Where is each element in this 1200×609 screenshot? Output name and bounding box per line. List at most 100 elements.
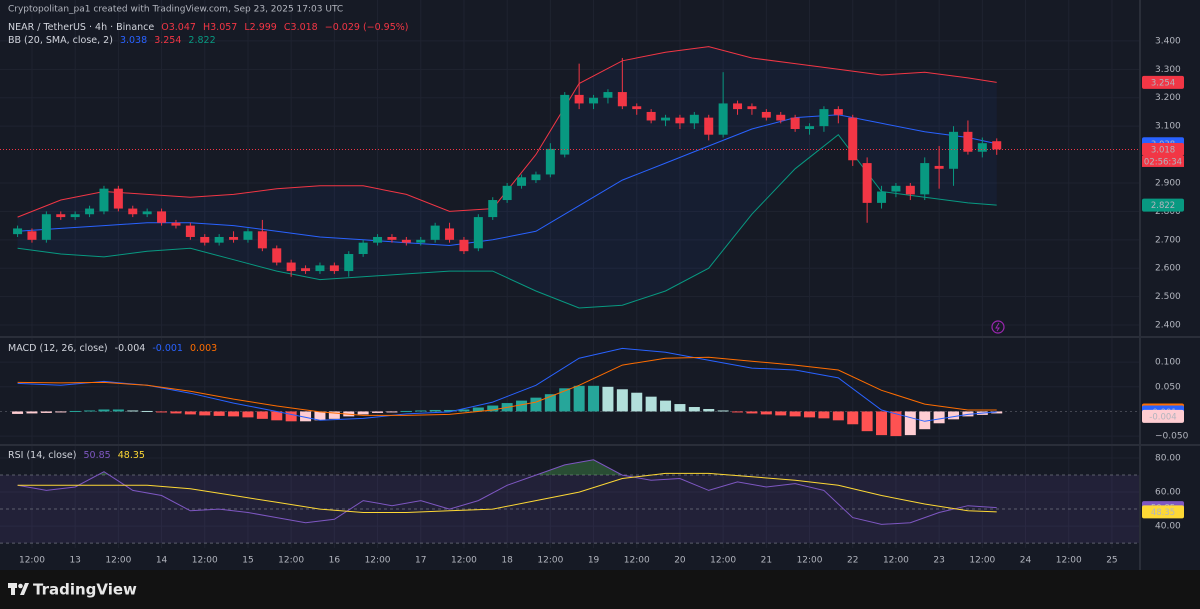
x-tick-label: 12:00 (192, 556, 218, 566)
x-tick-label: 23 (933, 556, 944, 566)
y-tick-label: 2.800 (1155, 207, 1181, 217)
candle-body (387, 236, 397, 240)
candle-body (574, 94, 584, 104)
histogram-bar (775, 411, 787, 416)
histogram-bar (98, 409, 110, 412)
y-tick-label: 2.900 (1155, 178, 1181, 188)
bb-upper-line (17, 46, 997, 218)
countdown: 02:56:34 (1144, 157, 1182, 167)
candle-body (632, 106, 642, 110)
x-tick-label: 14 (156, 556, 168, 566)
y-tick-label: 0.100 (1155, 358, 1181, 368)
bb-upper-value: 3.254 (154, 35, 181, 46)
x-tick-label: 24 (1020, 556, 1032, 566)
candle-body (85, 208, 95, 215)
rsi-ma-tag: 48.35 (1151, 508, 1175, 518)
candle-body (517, 177, 527, 186)
macd-value: -0.001 (152, 343, 183, 354)
x-tick-label: 21 (761, 556, 772, 566)
histogram-bar (156, 411, 168, 413)
credit: Cryptopolitan_pa1 created with TradingVi… (8, 5, 343, 15)
x-tick-label: 12:00 (797, 556, 823, 566)
bb-upper-tag-bg (1142, 75, 1184, 89)
alert-icon-bolt (995, 322, 1000, 332)
candle-body (704, 117, 714, 135)
histogram-bar (429, 409, 441, 412)
candle-body (833, 109, 843, 115)
histogram-bar (242, 411, 254, 418)
brand: TradingView (33, 581, 137, 599)
histogram-bar (487, 405, 499, 412)
histogram-bar (55, 411, 67, 413)
histogram-bar (213, 411, 225, 416)
candle-body (761, 111, 771, 118)
rsi-line (17, 459, 997, 525)
candle-body (689, 114, 699, 124)
ohlc-value: H3.057 (203, 22, 237, 33)
x-tick-label: 12:00 (19, 556, 45, 566)
histogram-bar (544, 394, 556, 412)
candle-body (603, 92, 613, 98)
bb-lower-tag-bg (1142, 198, 1184, 212)
histogram-bar (472, 407, 484, 412)
candle-body (445, 228, 455, 240)
candle-body (344, 254, 354, 272)
rsi-label: RSI (14, close) (8, 450, 76, 461)
bb-lower-line (17, 133, 997, 309)
histogram-bar (170, 411, 182, 414)
histogram-bar (904, 411, 916, 436)
candle-body (977, 143, 987, 152)
histogram-bar (199, 411, 211, 416)
ohlc-value: L2.999 (244, 22, 277, 33)
y-tick-label: 3.200 (1155, 93, 1181, 103)
histogram-bar (876, 411, 888, 436)
candle-body (848, 117, 858, 161)
bb-lower-value: 2.822 (188, 35, 215, 46)
candle-body (171, 222, 181, 226)
x-tick-label: 12:00 (969, 556, 995, 566)
histogram-bar (271, 411, 283, 421)
y-tick-label: 3.300 (1155, 65, 1181, 75)
x-tick-label: 15 (242, 556, 253, 566)
candle-body (70, 214, 80, 218)
histogram-bar (372, 411, 384, 413)
histogram-bar (141, 410, 153, 412)
histogram-bar (847, 411, 859, 425)
candle-body (358, 242, 368, 255)
candle-body (13, 228, 23, 235)
alert-icon[interactable] (991, 320, 1005, 334)
macd-legend: MACD (12, 26, close) -0.004 -0.001 0.003 (8, 343, 217, 354)
histogram-bar (948, 411, 960, 420)
ohlc-change: −0.029 (−0.95%) (325, 22, 409, 33)
histogram-bar (789, 411, 801, 417)
histogram-bar (12, 411, 24, 414)
bb-legend: BB (20, SMA, close, 2) 3.038 3.254 2.822 (8, 35, 216, 46)
symbol: NEAR / TetherUS · 4h · Binance (8, 22, 154, 33)
histogram-bar (804, 411, 816, 418)
y-tick-label: 3.100 (1155, 122, 1181, 132)
candle-body (257, 231, 267, 249)
candle-body (56, 214, 66, 218)
x-tick-label: 12:00 (624, 556, 650, 566)
histogram-bar (285, 411, 297, 422)
candle-body (531, 174, 541, 181)
candle-body (790, 117, 800, 129)
histogram-bar (991, 411, 1003, 414)
histogram-bar (300, 411, 312, 422)
y-tick-label: 0.050 (1155, 382, 1181, 392)
histogram-bar (602, 386, 614, 412)
ohlc-value: O3.047 (161, 22, 196, 33)
candle-body (776, 114, 786, 121)
y-tick-label: 2.400 (1155, 321, 1181, 331)
histogram-bar (386, 411, 398, 413)
candle-body (142, 211, 152, 215)
histogram-bar (631, 392, 643, 412)
histogram-bar (688, 407, 700, 412)
histogram-bar (760, 411, 772, 415)
x-tick-label: 17 (415, 556, 426, 566)
plot-layer: 12:00 13 12:00 14 12:00 15 12:00 16 12:00 17 12:00… (0, 0, 1189, 566)
y-tick-label: 3.400 (1155, 36, 1181, 46)
candle-body (560, 94, 570, 155)
y-tick-label: 40.00 (1155, 522, 1181, 532)
